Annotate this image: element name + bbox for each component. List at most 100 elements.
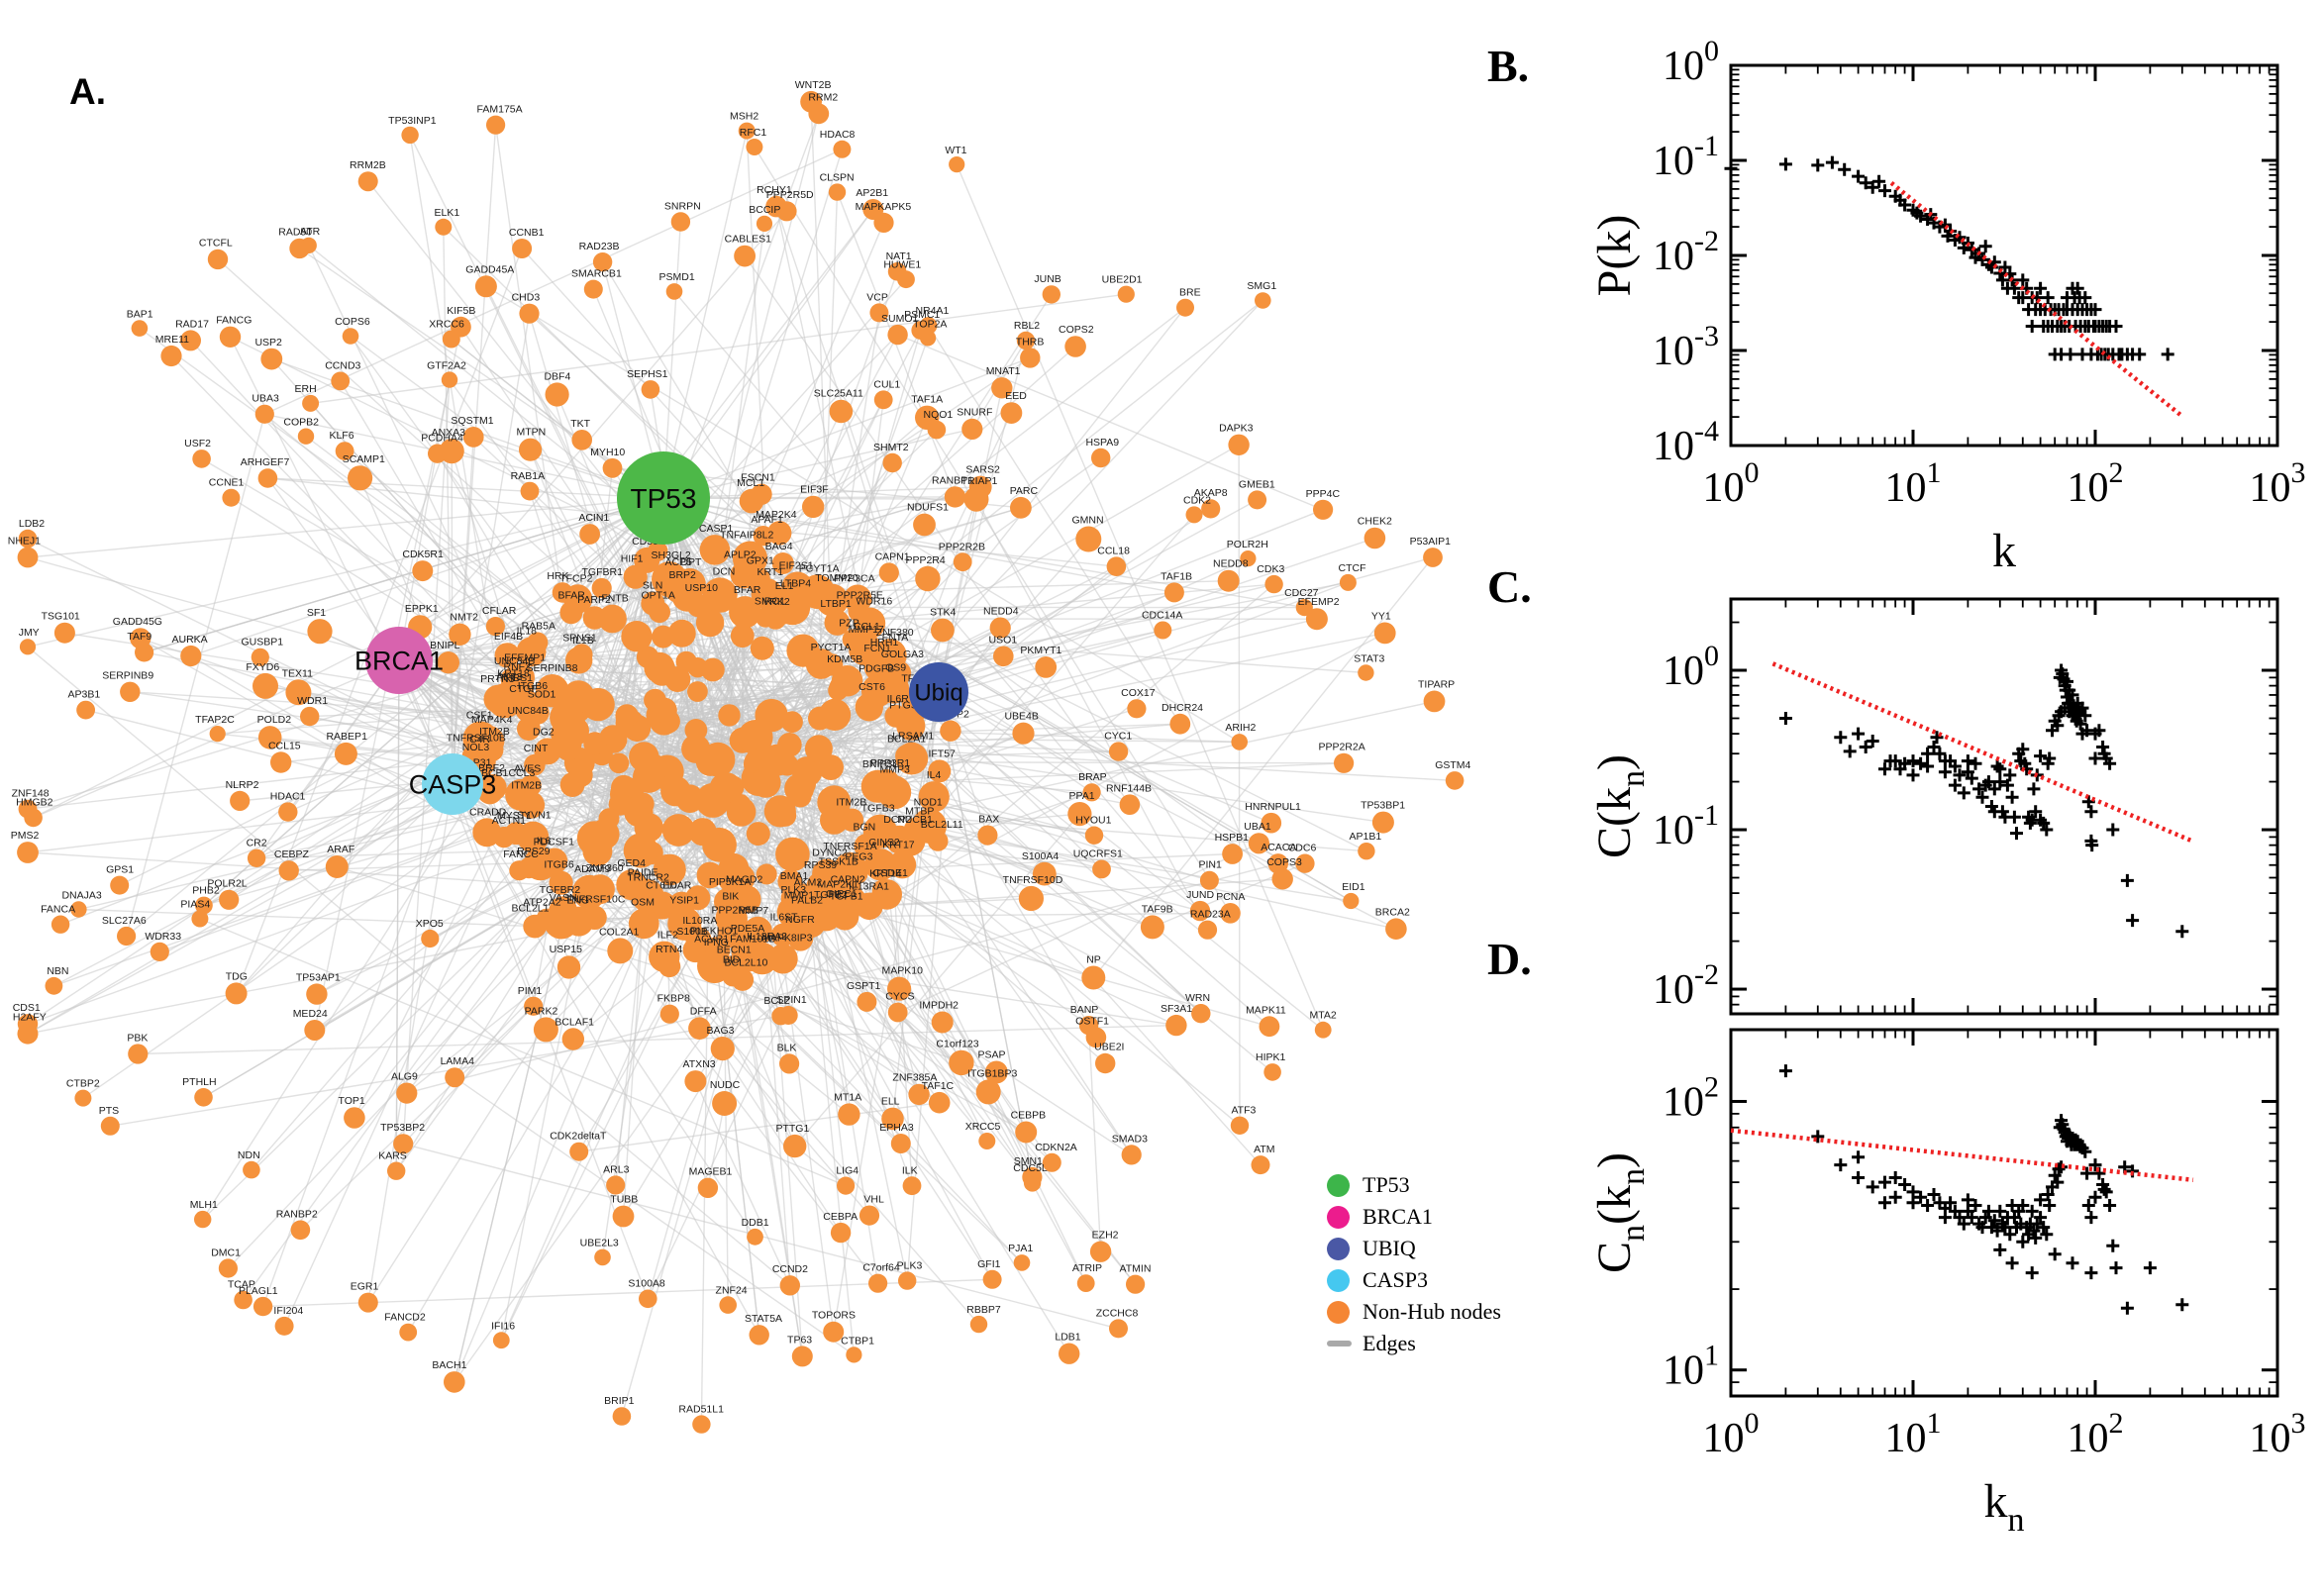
scatter-points [1778, 1064, 2189, 1315]
network-node [606, 1175, 626, 1195]
network-node [879, 643, 904, 667]
network-node [1075, 526, 1102, 552]
network-node [931, 618, 955, 643]
network-edge [139, 328, 697, 731]
network-node [519, 303, 540, 324]
network-node [1082, 783, 1101, 802]
axis-ticks [1729, 599, 2279, 1015]
network-node [1092, 859, 1111, 879]
network-node [225, 982, 248, 1005]
network-edge [938, 499, 977, 693]
axis-ticks [1729, 1030, 2279, 1397]
network-edge [714, 964, 1027, 1134]
tick-label: 100 [1703, 1407, 1760, 1461]
x-axis-label: kn [1984, 1475, 2025, 1539]
network-node [729, 596, 761, 629]
network-node [953, 552, 972, 572]
network-node [1095, 1052, 1116, 1074]
network-edge [775, 206, 940, 693]
network-node [1295, 853, 1315, 873]
network-node [756, 863, 777, 885]
network-node [533, 1017, 558, 1043]
network-node [746, 822, 770, 847]
network-node [697, 1177, 719, 1199]
network-node [344, 1107, 365, 1129]
network-node [524, 753, 546, 776]
panel-label-b: B. [1487, 41, 1530, 91]
network-node [781, 711, 803, 734]
network-node [130, 628, 152, 649]
network-edge [938, 691, 1034, 1178]
network-node [667, 619, 696, 648]
network-node [306, 983, 328, 1005]
network-node [984, 1060, 1008, 1084]
panel-label-c: C. [1487, 561, 1532, 612]
network-edge [794, 813, 1080, 1147]
network-node [412, 560, 434, 582]
network-edge [651, 851, 1270, 1028]
plot-frame [1729, 63, 2279, 448]
network-node [1012, 722, 1035, 745]
network-node [1140, 915, 1164, 940]
network-node [598, 604, 627, 634]
network-node [222, 488, 241, 507]
network-edge [897, 843, 1260, 1014]
network-node [192, 449, 211, 468]
network-node [702, 827, 737, 862]
network-node [334, 742, 357, 765]
network-edge [452, 313, 531, 785]
panel-label-d: D. [1487, 934, 1532, 984]
network-node [975, 1079, 1001, 1105]
network-node [592, 252, 613, 272]
network-node [300, 706, 320, 727]
network-edge [452, 690, 878, 785]
network-node [505, 778, 538, 811]
network-node [583, 279, 603, 299]
network-edge [836, 330, 922, 624]
network-node [681, 734, 711, 763]
legend-item-casp3: CASP3 [1327, 1264, 1501, 1296]
network-edge [110, 1015, 781, 1127]
network-edge [1002, 565, 1117, 657]
network-node [1081, 965, 1106, 990]
legend-item-ubiq: UBIQ [1327, 1233, 1501, 1264]
network-edge [78, 908, 536, 928]
network-node [483, 684, 513, 714]
network-node [840, 808, 864, 832]
network-edge [809, 922, 856, 1355]
network-node [602, 457, 623, 478]
tick-label: 100 [1663, 35, 1719, 89]
network-node [878, 562, 899, 583]
network-node [877, 775, 912, 810]
network-node [1067, 802, 1092, 827]
network-edge [443, 227, 454, 785]
network-node [195, 896, 213, 915]
network-edge [975, 498, 1209, 931]
network-node [1271, 868, 1293, 890]
network-edge [27, 538, 532, 787]
network-node [779, 1053, 800, 1074]
network-node [230, 790, 251, 812]
network-node [1264, 574, 1283, 594]
network-edge [707, 1103, 726, 1188]
network-node [348, 465, 373, 491]
network-node [512, 239, 533, 258]
legend-label: BRCA1 [1363, 1204, 1433, 1229]
network-node [278, 860, 299, 881]
network-node [660, 775, 691, 807]
network-node [569, 1142, 589, 1161]
network-node [699, 535, 731, 565]
network-node [670, 212, 691, 232]
network-node [895, 742, 929, 775]
legend-label: Edges [1363, 1331, 1416, 1355]
network-node [777, 733, 802, 757]
network-edge [243, 720, 665, 1301]
network-node [800, 574, 835, 610]
network-node [307, 619, 333, 645]
legend-item-tp53: TP53 [1327, 1169, 1501, 1201]
network-node [928, 759, 952, 783]
tick-label: 101 [1885, 1407, 1942, 1461]
network-edge [452, 783, 760, 1336]
